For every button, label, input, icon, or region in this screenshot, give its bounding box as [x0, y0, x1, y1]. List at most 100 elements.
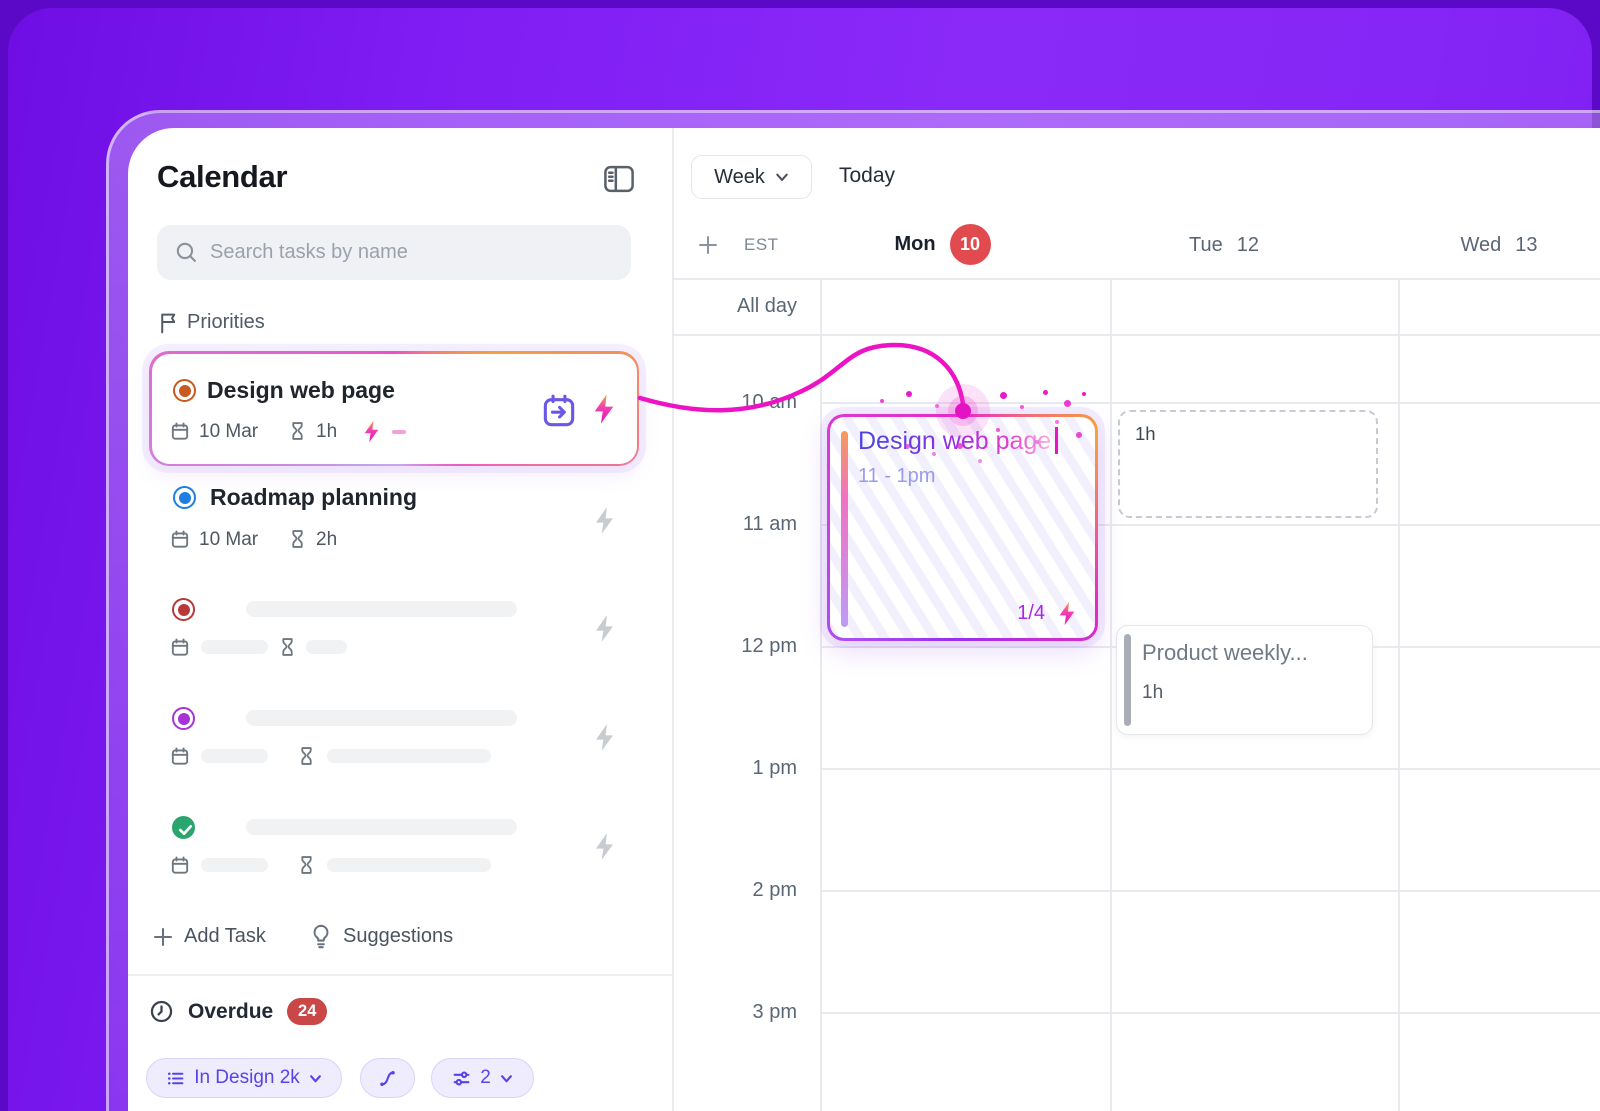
skeleton-duration: [327, 749, 491, 763]
task-status-circle[interactable]: [173, 486, 196, 509]
event-title: Design web page: [858, 427, 1059, 456]
event-accent-bar: [1124, 634, 1131, 726]
task-due-date: 10 Mar: [199, 529, 259, 550]
automation-bolt-icon-muted[interactable]: [591, 831, 618, 862]
sprint-bolt-icon: [360, 419, 383, 444]
task-due-date: 10 Mar: [199, 421, 259, 442]
flag-icon: [158, 311, 179, 334]
task-title[interactable]: Design web page: [207, 377, 395, 403]
event-design-web-page[interactable]: Design web page 11 - 1pm 1/4: [827, 414, 1098, 641]
filter-count-pill[interactable]: 2: [431, 1058, 534, 1098]
time-label: 3 pm: [752, 1001, 797, 1023]
calendar-icon: [170, 421, 190, 442]
task-duration: 2h: [316, 529, 338, 550]
clock-icon: [149, 999, 174, 1024]
overdue-label: Overdue: [188, 999, 274, 1023]
dependencies-pill[interactable]: [360, 1058, 415, 1098]
grid-line: [820, 768, 1600, 770]
today-date-badge: 10: [949, 223, 991, 265]
all-day-label: All day: [736, 295, 797, 317]
list-icon: [166, 1069, 185, 1088]
calendar-icon: [170, 529, 190, 550]
filter-icon: [452, 1069, 471, 1088]
event-accent-bar: [841, 431, 848, 627]
sidebar-footer-divider: [128, 974, 672, 976]
skeleton-duration: [306, 640, 347, 654]
search-input[interactable]: [210, 241, 613, 264]
plus-icon: [152, 926, 174, 948]
reschedule-button[interactable]: [540, 392, 578, 430]
page-title: Calendar: [157, 159, 288, 194]
skeleton-date: [201, 858, 268, 872]
automation-bolt-icon[interactable]: [589, 392, 619, 426]
add-task-button[interactable]: Add Task: [152, 925, 266, 948]
chevron-down-icon: [775, 170, 789, 184]
time-label: 10 am: [741, 391, 797, 413]
calendar-icon: [170, 637, 190, 658]
grid-line: [1110, 278, 1112, 1111]
skeleton-title: [246, 819, 517, 835]
time-label: 12 pm: [741, 635, 797, 657]
automation-bolt-icon-muted[interactable]: [591, 722, 618, 753]
suggested-slot[interactable]: 1h: [1118, 410, 1378, 518]
sidebar-toggle-button[interactable]: [602, 162, 636, 196]
time-label: 2 pm: [752, 879, 797, 901]
event-duration: 1h: [1142, 682, 1164, 703]
event-bolt-icon: [1055, 600, 1079, 627]
search-bar[interactable]: [157, 225, 631, 280]
add-event-button[interactable]: [697, 234, 719, 256]
skeleton-title: [246, 601, 517, 617]
day-name: Tue: [1189, 233, 1223, 256]
text-cursor: [1055, 427, 1059, 454]
task-status-circle[interactable]: [172, 707, 195, 730]
event-title: Product weekly...: [1142, 640, 1308, 665]
time-label: 11 am: [742, 513, 797, 535]
priorities-section-label: Priorities: [187, 311, 265, 333]
hourglass-icon: [278, 636, 297, 658]
chevron-down-icon: [500, 1072, 513, 1085]
view-selector-dropdown[interactable]: Week: [691, 155, 812, 199]
automation-bolt-icon-muted[interactable]: [591, 613, 618, 644]
task-status-circle[interactable]: [173, 379, 196, 402]
day-name: Mon: [894, 232, 936, 255]
task-title[interactable]: Roadmap planning: [210, 484, 417, 510]
grid-line: [1398, 278, 1400, 1111]
day-header-mon[interactable]: Mon 10: [825, 223, 1060, 265]
automation-bolt-icon-muted[interactable]: [591, 505, 618, 536]
filter-count-label: 2: [480, 1067, 491, 1088]
grid-line: [820, 278, 822, 1111]
calendar-icon: [170, 746, 190, 767]
grid-line: [820, 402, 1600, 404]
status-filter-pill[interactable]: In Design 2k: [146, 1058, 342, 1098]
day-name: Wed: [1460, 233, 1502, 256]
hourglass-icon: [288, 528, 307, 550]
chevron-down-icon: [309, 1072, 322, 1085]
timezone-label: EST: [744, 235, 779, 254]
task-status-circle-done[interactable]: [172, 816, 195, 839]
overdue-section-header[interactable]: Overdue 24: [149, 998, 328, 1025]
task-item-design-web-page[interactable]: [149, 351, 639, 466]
suggestions-label: Suggestions: [343, 924, 454, 947]
lightbulb-icon: [309, 923, 333, 949]
grid-line: [672, 278, 1600, 280]
suggested-slot-duration: 1h: [1135, 423, 1156, 444]
event-product-weekly[interactable]: Product weekly... 1h: [1116, 625, 1373, 735]
task-status-circle[interactable]: [172, 598, 195, 621]
grid-line: [820, 890, 1600, 892]
day-header-wed[interactable]: Wed 13: [1398, 231, 1600, 259]
event-progress: 1/4: [1017, 602, 1045, 624]
view-selector-value: Week: [714, 165, 765, 188]
calendar-forward-icon: [540, 392, 578, 430]
day-date: 12: [1236, 233, 1259, 256]
time-label: 1 pm: [752, 757, 797, 779]
task-duration: 1h: [316, 421, 338, 442]
today-button[interactable]: Today: [839, 164, 896, 187]
day-header-tue[interactable]: Tue 12: [1080, 231, 1368, 259]
grid-line: [820, 524, 1600, 526]
calendar-icon: [170, 855, 190, 876]
sidebar-divider: [672, 128, 674, 1111]
suggestions-button[interactable]: Suggestions: [309, 923, 453, 949]
check-icon: [174, 818, 193, 837]
status-filter-label: In Design 2k: [194, 1067, 300, 1088]
